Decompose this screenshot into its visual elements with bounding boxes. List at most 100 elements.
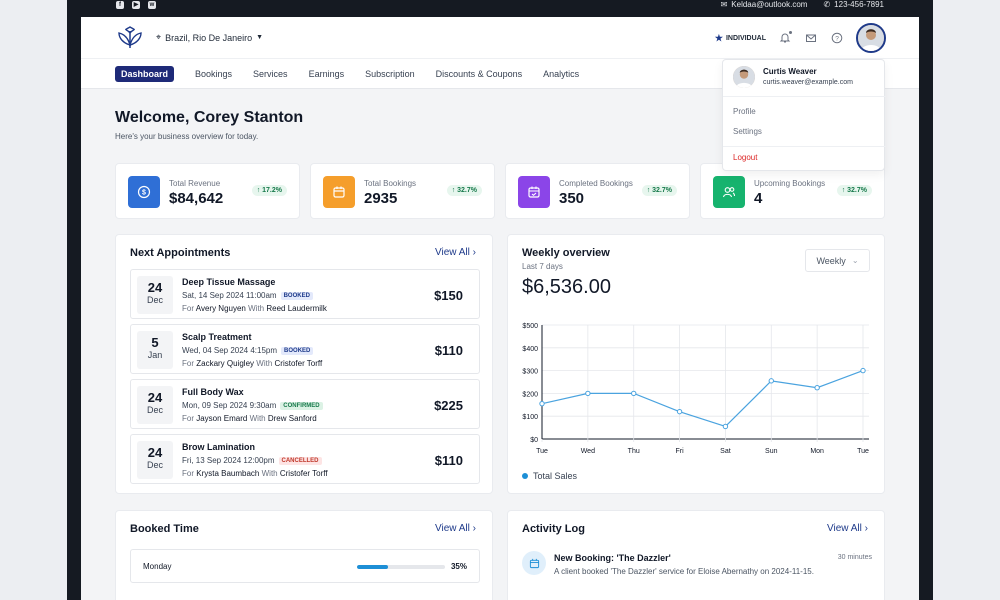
y-tick-label: $300 bbox=[522, 369, 538, 376]
svg-text:?: ? bbox=[835, 36, 839, 43]
chevron-down-icon: ⌄ bbox=[851, 256, 859, 265]
appointment-date: 24 Dec bbox=[137, 386, 173, 424]
account-type-text: INDIVIDUAL bbox=[725, 34, 766, 42]
menu-item-settings[interactable]: Settings bbox=[733, 127, 762, 136]
panel-title: Next Appointments bbox=[130, 247, 231, 259]
page-title: Welcome, Corey Stanton bbox=[115, 109, 304, 126]
appointment-date: 5 Jan bbox=[137, 331, 173, 369]
staff-name: Reed Laudermilk bbox=[266, 304, 327, 313]
nav-bookings[interactable]: Bookings bbox=[195, 68, 233, 79]
contact-phone[interactable]: ✆ 123-456-7891 bbox=[823, 0, 884, 9]
y-tick-label: $100 bbox=[522, 414, 538, 421]
avatar bbox=[733, 66, 755, 88]
with-label: With bbox=[256, 359, 273, 368]
appointment-datetime: Wed, 04 Sep 2024 4:15pm bbox=[182, 346, 278, 355]
sales-line-chart: $0 $100 $200 $300 $400 $500 Tue Wed Thu Fri Sat Sun… bbox=[522, 323, 869, 455]
background-left bbox=[0, 0, 67, 600]
chevron-right-icon: › bbox=[472, 523, 476, 534]
activity-time: 30 minutes bbox=[837, 554, 872, 561]
appointment-people: For Zackary Quigley With Cristofer Torff bbox=[182, 359, 322, 368]
menu-item-logout[interactable]: Logout bbox=[733, 153, 758, 162]
data-point bbox=[722, 423, 729, 430]
appointment-item[interactable]: 24 Dec Deep Tissue Massage Sat, 14 Sep 2… bbox=[130, 269, 480, 319]
booked-time-progress-fill bbox=[357, 565, 388, 569]
with-label: With bbox=[249, 414, 266, 423]
appointment-datetime: Mon, 09 Sep 2024 9:30am bbox=[182, 401, 277, 410]
stat-value: 350 bbox=[559, 190, 585, 207]
stat-card-upcoming-bookings[interactable]: Upcoming Bookings 4 ↑ 32.7% bbox=[700, 163, 885, 219]
for-label: For bbox=[182, 359, 194, 368]
nav-services[interactable]: Services bbox=[253, 68, 288, 79]
booked-time-day: Monday bbox=[143, 562, 172, 571]
facebook-icon[interactable]: f bbox=[116, 0, 124, 9]
staff-name: Cristofer Torff bbox=[274, 359, 323, 368]
location-selector[interactable]: ⌖ Brazil, Rio De Janeiro ▼ bbox=[156, 32, 263, 43]
appointment-date: 24 Dec bbox=[137, 276, 173, 314]
staff-name: Cristofer Torff bbox=[279, 469, 328, 478]
youtube-icon[interactable]: ▶ bbox=[132, 0, 140, 9]
view-all-activity-link[interactable]: View All › bbox=[827, 523, 868, 534]
booked-time-panel: Booked Time View All › Monday 35% bbox=[115, 510, 493, 600]
nav-earnings[interactable]: Earnings bbox=[308, 68, 345, 79]
divider bbox=[723, 96, 886, 97]
notification-bell-icon[interactable] bbox=[778, 31, 792, 45]
stat-value: 4 bbox=[754, 190, 763, 207]
messages-icon[interactable] bbox=[804, 31, 818, 45]
chevron-right-icon: › bbox=[472, 247, 476, 258]
logo[interactable] bbox=[115, 23, 145, 53]
x-tick-label: Mon bbox=[810, 448, 824, 455]
staff-name: Drew Sanford bbox=[267, 414, 317, 423]
profile-dropdown: Curtis Weaver curtis.weaver@example.com … bbox=[722, 59, 886, 171]
stat-card-total-bookings[interactable]: Total Bookings 2935 ↑ 32.7% bbox=[310, 163, 495, 219]
appointment-month: Dec bbox=[146, 460, 163, 470]
nav-dashboard[interactable]: Dashboard bbox=[115, 65, 175, 82]
nav-discounts-coupons[interactable]: Discounts & Coupons bbox=[435, 68, 523, 79]
appointment-price: $110 bbox=[434, 343, 463, 358]
weekly-total-value: $6,536.00 bbox=[522, 276, 611, 298]
star-icon: ★ bbox=[714, 32, 723, 43]
activity-item[interactable]: New Booking: 'The Dazzler' 30 minutes A … bbox=[522, 551, 872, 591]
top-bar: f ▶ w ✉ Keldaa@outlook.com ✆ 123-456-789… bbox=[81, 0, 919, 17]
whatsapp-icon[interactable]: w bbox=[148, 0, 156, 9]
welcome-section: Welcome, Corey Stanton Here's your busin… bbox=[115, 109, 303, 141]
contact-email[interactable]: ✉ Keldaa@outlook.com bbox=[721, 0, 808, 9]
nav-subscription[interactable]: Subscription bbox=[365, 68, 415, 79]
view-all-booked-time-link[interactable]: View All › bbox=[435, 523, 476, 534]
stat-label: Total Bookings bbox=[364, 179, 417, 188]
client-name: Zackary Quigley bbox=[196, 359, 255, 368]
activity-description: A client booked 'The Dazzler' service fo… bbox=[554, 567, 814, 576]
menu-item-profile[interactable]: Profile bbox=[733, 107, 756, 116]
stat-label: Completed Bookings bbox=[559, 179, 633, 188]
stat-value: $84,642 bbox=[169, 190, 224, 207]
nav-analytics[interactable]: Analytics bbox=[543, 68, 580, 79]
booked-time-percent: 35% bbox=[450, 562, 467, 571]
booked-time-row: Monday 35% bbox=[130, 549, 480, 583]
stat-card-total-revenue[interactable]: $ Total Revenue $84,642 ↑ 17.2% bbox=[115, 163, 300, 219]
appointment-day: 24 bbox=[147, 445, 163, 460]
device-bezel-right bbox=[919, 0, 933, 600]
stat-card-completed-bookings[interactable]: Completed Bookings 350 ↑ 32.7% bbox=[505, 163, 690, 219]
chart-legend: Total Sales bbox=[522, 471, 577, 481]
appointment-when: Sat, 14 Sep 2024 11:00am BOOKED bbox=[182, 291, 313, 300]
appointment-day: 24 bbox=[147, 390, 163, 405]
appointment-item[interactable]: 24 Dec Brow Lamination Fri, 13 Sep 2024 … bbox=[130, 434, 480, 484]
appointment-date: 24 Dec bbox=[137, 441, 173, 479]
appointment-item[interactable]: 24 Dec Full Body Wax Mon, 09 Sep 2024 9:… bbox=[130, 379, 480, 429]
mail-icon: ✉ bbox=[720, 0, 728, 9]
help-icon[interactable]: ? bbox=[830, 31, 844, 45]
chevron-down-icon: ▼ bbox=[256, 34, 264, 41]
with-label: With bbox=[248, 304, 265, 313]
calendar-icon bbox=[522, 551, 546, 575]
client-name: Krysta Baumbach bbox=[196, 469, 260, 478]
appointment-when: Wed, 04 Sep 2024 4:15pm BOOKED bbox=[182, 346, 314, 355]
view-all-appointments-link[interactable]: View All › bbox=[435, 247, 476, 258]
appointment-day: 5 bbox=[151, 335, 159, 350]
y-tick-label: $500 bbox=[522, 323, 538, 330]
stat-change-badge: ↑ 17.2% bbox=[251, 185, 287, 196]
appointment-people: For Avery Nguyen With Reed Laudermilk bbox=[182, 304, 327, 313]
activity-title: New Booking: 'The Dazzler' bbox=[554, 553, 671, 563]
appointment-item[interactable]: 5 Jan Scalp Treatment Wed, 04 Sep 2024 4… bbox=[130, 324, 480, 374]
period-select[interactable]: Weekly ⌄ bbox=[805, 249, 870, 272]
appointment-month: Dec bbox=[146, 405, 163, 415]
avatar[interactable] bbox=[856, 23, 886, 53]
